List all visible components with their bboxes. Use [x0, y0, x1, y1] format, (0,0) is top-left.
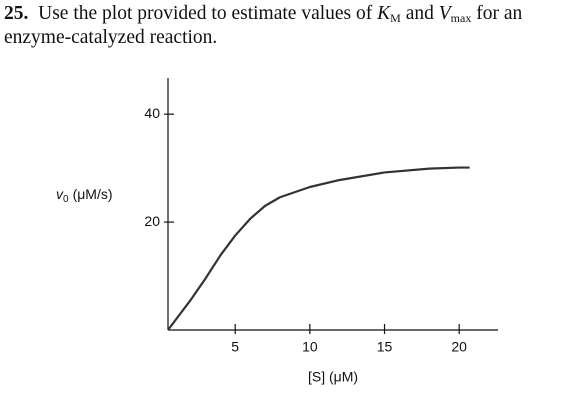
x-tick-label: 20 — [451, 339, 467, 355]
question-text: for an enzyme-catalyzed reaction. — [4, 3, 523, 48]
question-text: and — [405, 3, 439, 24]
question: 25. Use the plot provided to estimate va… — [4, 2, 572, 50]
subscript: max — [450, 11, 472, 25]
question-text: Use the plot provided to estimate values… — [38, 3, 378, 24]
question-number: 25. — [4, 3, 29, 24]
curve — [167, 166, 470, 331]
y-axis-subscript: 0 — [63, 194, 69, 205]
x-tick-label: 15 — [377, 339, 393, 355]
y-axis-symbol: v — [56, 186, 64, 202]
symbol: K — [377, 3, 391, 24]
y-axis-unit: (μM/s) — [73, 186, 113, 202]
y-tick-label: 40 — [144, 105, 160, 121]
y-axis-label: v0 (μM/s) — [56, 186, 113, 205]
y-tick-label: 20 — [144, 213, 160, 229]
x-axis-label: [S] (μM) — [308, 369, 358, 385]
x-tick-label: 10 — [302, 339, 318, 355]
subscript: M — [390, 11, 401, 25]
symbol: V — [438, 3, 451, 24]
x-tick-label: 5 — [231, 339, 239, 355]
